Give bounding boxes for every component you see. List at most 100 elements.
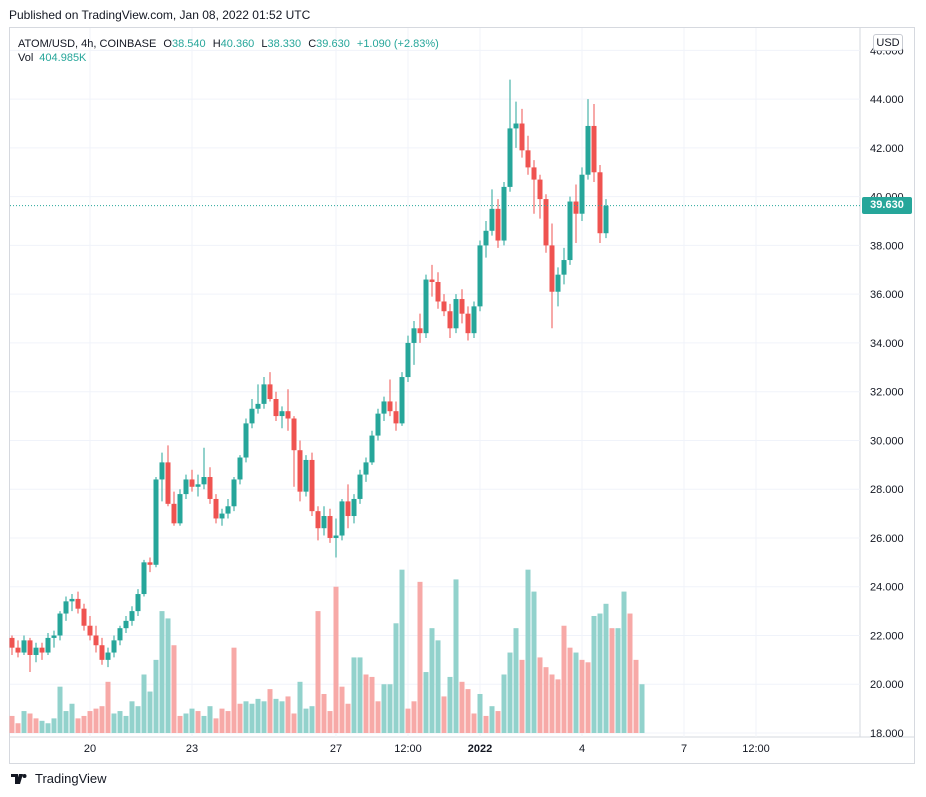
- candle-body: [21, 640, 27, 653]
- volume-bar: [519, 659, 525, 733]
- candle-body: [219, 513, 225, 519]
- candle-body: [237, 457, 243, 480]
- candle-body: [267, 384, 273, 400]
- symbol-name: ATOM/USD, 4h, COINBASE: [18, 38, 157, 50]
- candle-body: [63, 601, 69, 614]
- volume-bar: [201, 715, 207, 733]
- volume-label: Vol: [18, 52, 34, 64]
- volume-bar: [375, 701, 381, 733]
- volume-bar: [255, 698, 261, 733]
- candle-body: [483, 230, 489, 246]
- candle-body: [75, 598, 81, 609]
- candle-body: [435, 281, 441, 302]
- candle-body: [525, 150, 531, 168]
- volume-bar: [321, 693, 327, 733]
- candle-body: [159, 462, 165, 480]
- candle-body: [417, 328, 423, 334]
- volume-bar: [567, 647, 573, 733]
- volume-bar: [627, 613, 633, 733]
- candle-body: [555, 274, 561, 292]
- volume-bar: [195, 711, 201, 733]
- change-value: +1.090 (+2.83%): [356, 38, 439, 50]
- candle-body: [141, 562, 147, 595]
- candle-body: [489, 208, 495, 231]
- volume-bar: [471, 713, 477, 733]
- volume-bar: [273, 698, 279, 733]
- volume-bar: [405, 708, 411, 733]
- high-value: 40.360: [220, 38, 255, 50]
- price-axis: 46.00044.00042.00040.00038.00036.00034.0…: [870, 45, 904, 740]
- volume-bar: [177, 715, 183, 733]
- volume-bar: [213, 718, 219, 733]
- tradingview-logo-icon: [11, 773, 27, 784]
- candle-body: [171, 503, 177, 524]
- volume-bar: [231, 647, 237, 733]
- candle-body: [15, 647, 21, 653]
- volume-bar: [249, 703, 255, 733]
- candle-body: [405, 342, 411, 378]
- symbol-legend: ATOM/USD, 4h, COINBASE O38.540 H40.360 L…: [18, 36, 439, 52]
- volume-bar: [63, 711, 69, 733]
- low-value: 38.330: [267, 38, 302, 50]
- volume-bar: [243, 701, 249, 733]
- volume-bar: [27, 713, 33, 733]
- volume-bar: [219, 708, 225, 733]
- close-value: 39.630: [316, 38, 350, 50]
- volume-bar: [483, 715, 489, 733]
- volume-bar: [591, 615, 597, 733]
- volume-bar: [303, 708, 309, 733]
- x-tick-label: 7: [681, 743, 687, 755]
- volume-bar: [327, 711, 333, 733]
- candle-body: [507, 128, 513, 187]
- candle-body: [387, 401, 393, 412]
- footer-brand: TradingView: [9, 771, 107, 786]
- volume-legend: Vol 404.985K: [18, 52, 86, 64]
- candle-body: [57, 613, 63, 636]
- candle-body: [225, 506, 231, 514]
- candle-body: [303, 459, 309, 492]
- volume-bar: [69, 703, 75, 733]
- candle-body: [165, 462, 171, 504]
- volume-bar: [357, 657, 363, 733]
- candle-body: [495, 208, 501, 241]
- volume-bars: [9, 569, 645, 733]
- candle-body: [411, 328, 417, 343]
- volume-bar: [363, 674, 369, 733]
- volume-bar: [333, 586, 339, 733]
- volume-bar: [549, 674, 555, 733]
- high-label: H: [212, 38, 221, 50]
- volume-bar: [543, 667, 549, 733]
- gridlines: [10, 28, 914, 738]
- candle-body: [447, 311, 453, 329]
- x-tick-label: 20: [84, 743, 96, 755]
- candle-body: [177, 494, 183, 524]
- volume-bar: [369, 676, 375, 733]
- volume-bar: [585, 662, 591, 733]
- volume-bar: [603, 603, 609, 733]
- volume-bar: [135, 706, 141, 733]
- y-tick-label: 30.000: [870, 435, 904, 447]
- candle-body: [69, 598, 75, 602]
- candle-body: [123, 620, 129, 629]
- candle-body: [129, 611, 135, 621]
- candle-body: [309, 459, 315, 512]
- y-tick-label: 20.000: [870, 679, 904, 691]
- volume-bar: [429, 628, 435, 733]
- open-label: O: [163, 38, 172, 50]
- volume-bar: [639, 684, 645, 733]
- currency-button[interactable]: USD: [873, 34, 903, 51]
- y-tick-label: 36.000: [870, 289, 904, 301]
- volume-bar: [189, 708, 195, 733]
- candle-body: [597, 172, 603, 234]
- volume-bar: [513, 628, 519, 733]
- volume-bar: [51, 718, 57, 733]
- candle-body: [321, 516, 327, 529]
- candle-body: [423, 279, 429, 334]
- y-tick-label: 28.000: [870, 484, 904, 496]
- volume-bar: [75, 718, 81, 733]
- volume-bar: [435, 640, 441, 733]
- volume-bar: [129, 701, 135, 733]
- volume-bar: [609, 628, 615, 733]
- candle-body: [87, 625, 93, 636]
